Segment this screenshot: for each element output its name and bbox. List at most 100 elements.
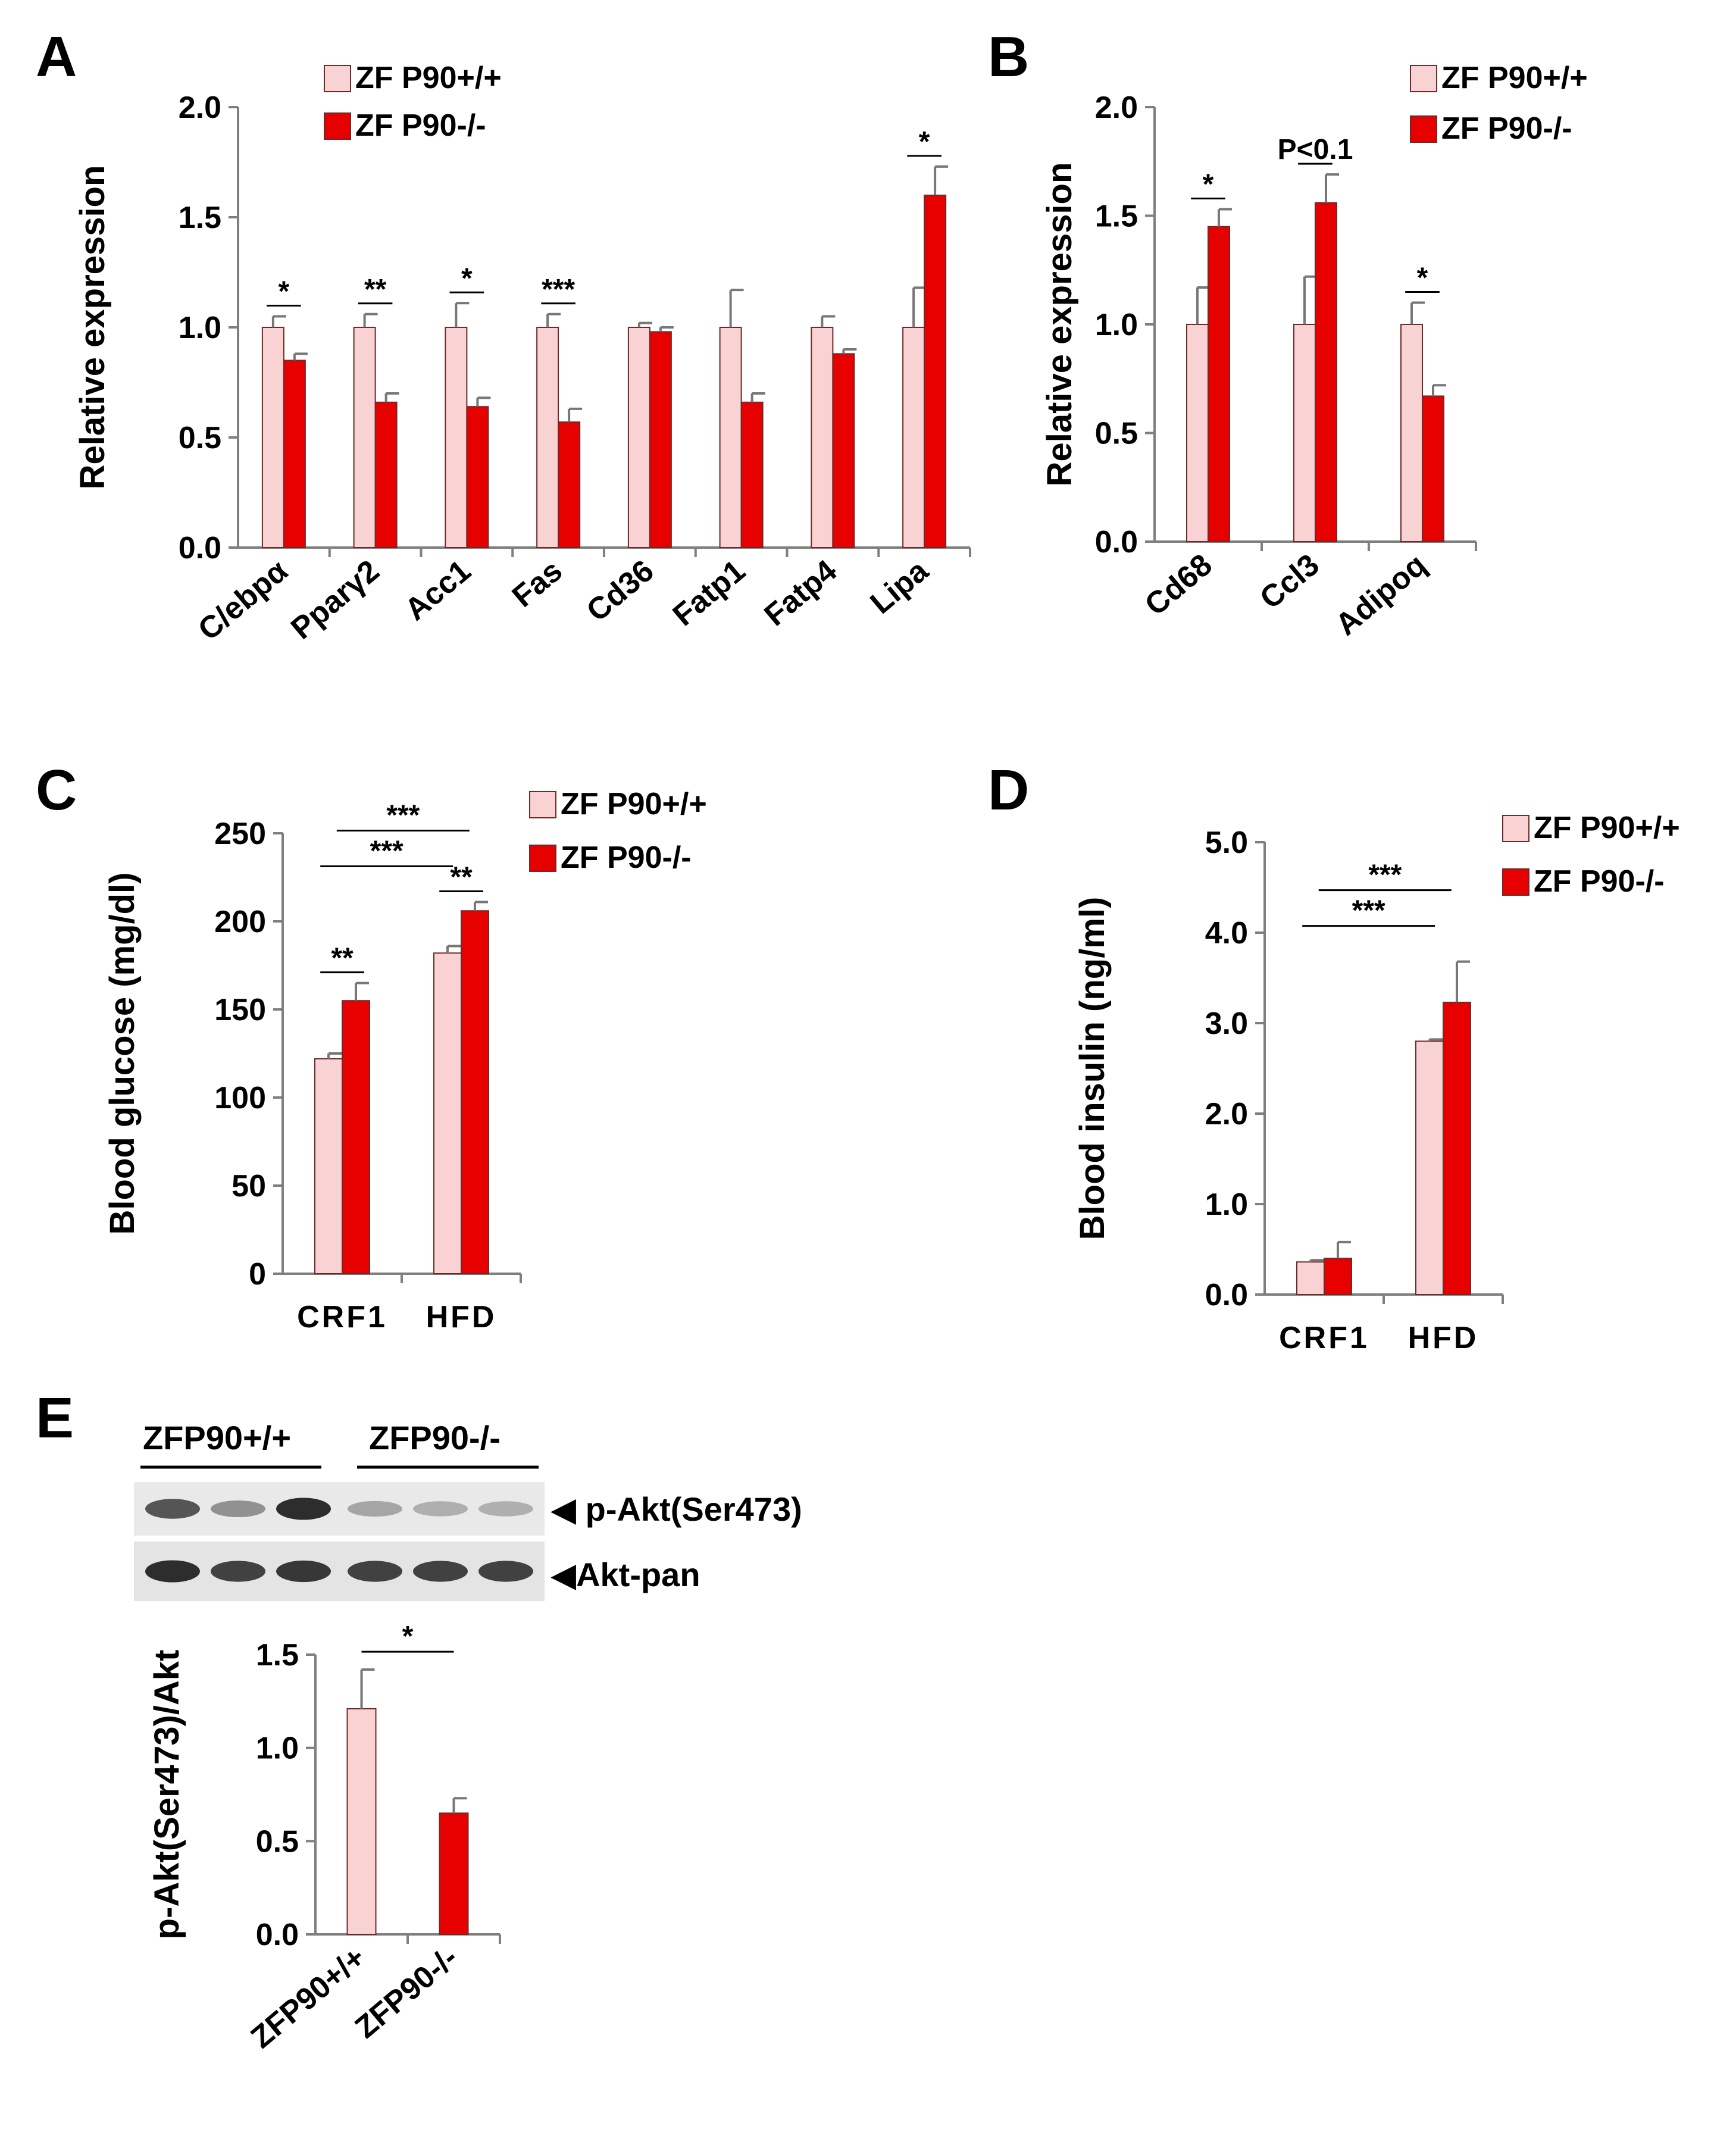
blot-band	[348, 1500, 402, 1517]
y-tick-label: 2.0	[1095, 90, 1138, 125]
panel-label-b: B	[988, 25, 1029, 89]
blot-band	[413, 1501, 468, 1517]
significance-marker: P<0.1	[1278, 134, 1353, 165]
significance-marker: *	[402, 1621, 414, 1652]
legend-label: ZF P90+/+	[1441, 61, 1588, 95]
y-axis-label: p-Akt(Ser473)/Akt	[148, 1650, 186, 1940]
significance-marker: **	[364, 274, 387, 305]
bar	[461, 910, 489, 1274]
bar	[374, 401, 398, 548]
bar	[1315, 202, 1337, 543]
blot-band	[413, 1561, 468, 1582]
legend-label: ZF P90-/-	[1441, 111, 1572, 146]
blot-band-label-akt-text: Akt-pan	[576, 1556, 700, 1593]
bar	[445, 327, 468, 548]
bar	[1415, 1040, 1444, 1296]
y-tick-label: 1.0	[1095, 308, 1138, 342]
y-tick-label: 250	[214, 817, 266, 851]
bar	[1186, 324, 1209, 542]
significance-marker: ***	[386, 799, 420, 831]
blot-band	[478, 1561, 533, 1582]
bar	[536, 327, 559, 548]
western-blot: ZFP90+/+ ZFP90-/- ◀ p-Akt(Ser473) ◀Akt-p…	[134, 1419, 802, 1601]
legend-swatch	[324, 65, 351, 92]
bar	[261, 327, 284, 548]
y-tick-label: 2.0	[179, 90, 221, 125]
panel-label-c: C	[36, 758, 77, 822]
legend-swatch	[1410, 115, 1437, 143]
x-tick-label: Ccl3	[1253, 548, 1325, 616]
panel-label-a: A	[36, 25, 77, 89]
significance-marker: ***	[370, 835, 403, 867]
bar	[924, 195, 947, 548]
bar	[1400, 324, 1423, 542]
legend-swatch	[1502, 868, 1529, 896]
blot-band	[211, 1561, 265, 1582]
blot-arrow-pakt: ◀	[550, 1490, 586, 1528]
y-tick-label: 1.0	[1205, 1187, 1248, 1222]
blot-band	[478, 1501, 533, 1517]
significance-marker: *	[279, 276, 290, 308]
legend-swatch	[529, 791, 556, 818]
significance-marker: **	[450, 861, 473, 893]
blot-band	[145, 1499, 200, 1519]
legend-label: ZF P90-/-	[561, 840, 692, 875]
blot-band-label-pakt: ◀ p-Akt(Ser473)	[550, 1490, 802, 1528]
bar	[811, 327, 834, 548]
legend-label: ZF P90-/-	[1534, 864, 1665, 899]
y-tick-label: 0.0	[179, 531, 221, 565]
y-tick-label: 1.0	[256, 1731, 299, 1766]
significance-marker: *	[919, 126, 930, 158]
y-axis-label: Relative expression	[1040, 162, 1079, 487]
y-tick-label: 1.5	[256, 1638, 299, 1672]
bar	[649, 331, 672, 549]
bar	[433, 952, 462, 1274]
x-tick-label: HFD	[1408, 1321, 1479, 1355]
blot-arrow-akt: ◀	[550, 1556, 576, 1593]
y-tick-label: 150	[214, 993, 266, 1027]
bar	[342, 1000, 370, 1274]
y-tick-label: 2.0	[1205, 1097, 1248, 1131]
chart-b: 0.0 0.5 1.0 1.5 2.0 Relative expression Cd68 Cc…	[1040, 61, 1588, 642]
chart-d: 0.0 1.0 2.0 3.0 4.0 5.0 Blood insulin (ng/ml) C…	[1073, 811, 1680, 1355]
chart-a: 0.0 0.5 1.0 1.5 2.0 Relative expression C/ebpα…	[73, 61, 971, 648]
legend-swatch	[1502, 815, 1529, 842]
significance-marker: *	[461, 262, 473, 294]
significance-marker: ***	[542, 274, 575, 305]
x-tick-label: Fatp4	[758, 554, 844, 633]
x-tick-label: HFD	[426, 1300, 497, 1334]
bar	[902, 327, 925, 548]
legend-label: ZF P90-/-	[355, 108, 486, 143]
significance-marker: ***	[1368, 859, 1402, 891]
x-tick-label: CRF1	[297, 1300, 387, 1334]
chart-c: 0 50 100 150 200 250 Blood glucose (mg/dl) CRF1…	[103, 787, 707, 1334]
y-tick-label: 0	[249, 1257, 266, 1292]
significance-marker: *	[1203, 169, 1214, 201]
y-axis-label: Blood insulin (ng/ml)	[1073, 897, 1112, 1240]
y-tick-label: 3.0	[1205, 1006, 1248, 1041]
x-tick-label: Fatp1	[667, 554, 752, 633]
bar	[1324, 1258, 1352, 1295]
legend-swatch	[529, 845, 556, 872]
bar	[466, 406, 489, 549]
bar	[346, 1708, 377, 1936]
y-tick-label: 50	[232, 1169, 266, 1203]
panel-label-e: E	[36, 1386, 74, 1450]
y-tick-label: 0.5	[1095, 417, 1138, 451]
x-tick-label: ZFP90+/+	[245, 1940, 372, 2055]
blot-group-label-knockout: ZFP90-/-	[369, 1419, 501, 1456]
x-tick-label: ZFP90-/-	[349, 1940, 464, 2045]
blot-band	[211, 1500, 265, 1518]
bar	[1296, 1261, 1325, 1296]
legend-swatch	[1410, 65, 1437, 92]
x-tick-label: Lipa	[864, 553, 936, 621]
y-tick-label: 4.0	[1205, 916, 1248, 951]
legend-label: ZF P90+/+	[1534, 811, 1680, 845]
bar	[314, 1058, 343, 1274]
chart-e: 0.0 0.5 1.0 1.5 p-Akt(Ser473)/Akt ZFP90+/+ZFP…	[148, 1621, 501, 2055]
blot-band	[276, 1498, 331, 1520]
bar	[1443, 1002, 1471, 1296]
y-axis-label: Relative expression	[73, 165, 112, 490]
y-tick-label: 5.0	[1205, 826, 1248, 860]
